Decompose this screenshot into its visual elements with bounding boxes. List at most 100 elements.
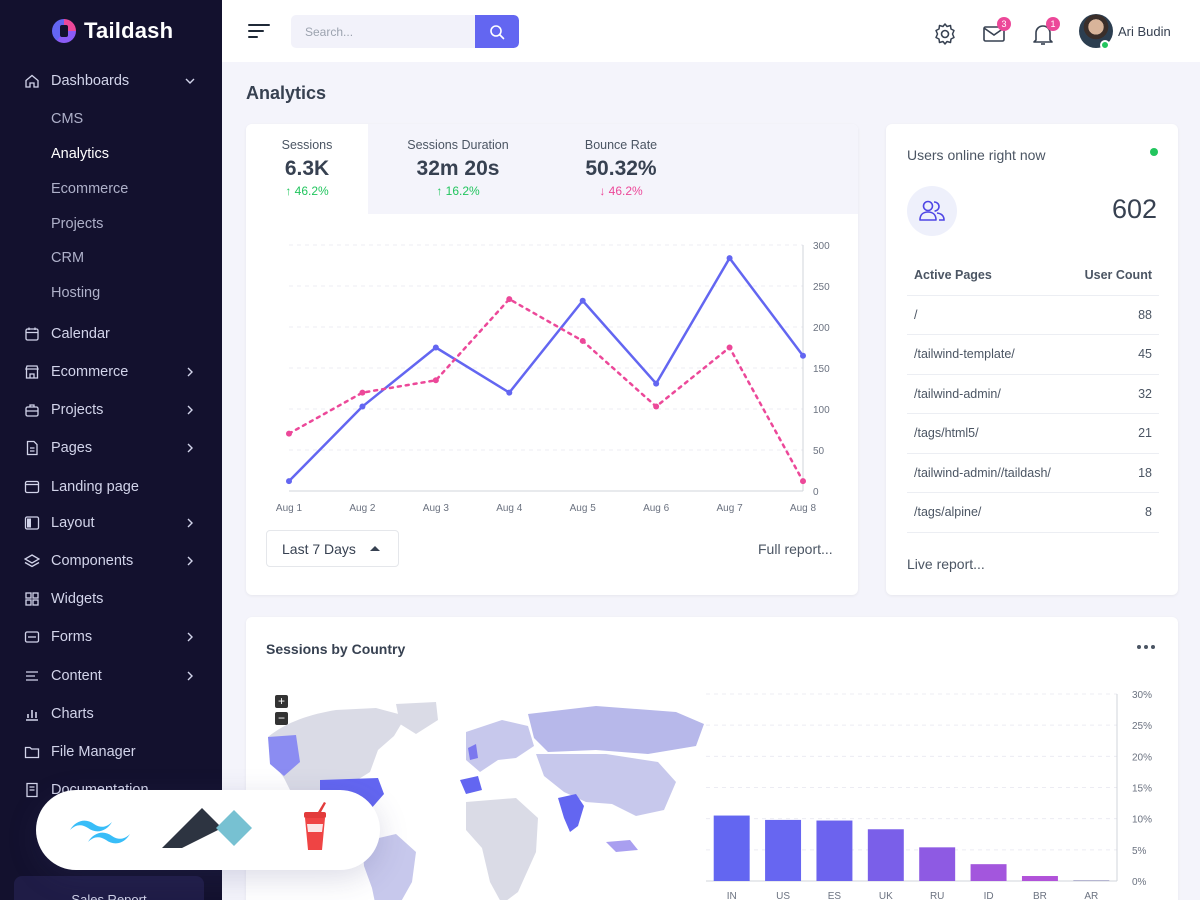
stat-label: Sessions [281, 138, 333, 152]
sidebar-item-file-manager[interactable]: File Manager [0, 737, 222, 767]
stat-value: 50.32% [585, 157, 657, 180]
sidebar-item-label: File Manager [51, 744, 136, 760]
user-name[interactable]: Ari Budin [1118, 24, 1171, 39]
x-tick-label: AR [1084, 891, 1098, 900]
brand[interactable]: Taildash [0, 0, 222, 62]
series-line-solid [288, 256, 804, 483]
map-zoom-in-button[interactable]: + [275, 695, 288, 708]
map-asia [536, 754, 676, 816]
menu-toggle-icon[interactable] [248, 22, 270, 40]
data-point [653, 380, 660, 387]
tab-bounce-rate[interactable]: Bounce Rate 50.32% ↓ 46.2% [551, 124, 691, 214]
sidebar-item-dashboards[interactable]: Dashboards [0, 66, 222, 96]
bar [919, 847, 956, 881]
notifications-button[interactable]: 1 [1030, 17, 1060, 47]
sidebar-subitem-crm[interactable]: CRM [51, 250, 85, 266]
stat-change-value: 46.2% [608, 184, 643, 198]
settings-button[interactable] [932, 21, 958, 47]
x-tick-label: Aug 1 [276, 503, 303, 514]
data-point [506, 389, 513, 396]
date-range-select[interactable]: Last 7 Days [266, 530, 399, 567]
table-row: /tailwind-admin/32 [907, 374, 1159, 414]
arrow-down-icon: ↓ [599, 184, 609, 198]
sidebar-item-label: Layout [51, 515, 95, 531]
sidebar-subitem-ecommerce[interactable]: Ecommerce [51, 181, 129, 197]
bar [765, 819, 802, 881]
x-tick-label: RU [930, 891, 944, 900]
sidebar-subitem-cms[interactable]: CMS [51, 111, 84, 127]
sidebar: Taildash Dashboards CMS Analytics Ecomme… [0, 0, 222, 900]
search-input[interactable] [291, 15, 475, 48]
sidebar-subitem-analytics[interactable]: Analytics [51, 146, 110, 162]
tailwind-logo-icon [70, 820, 130, 844]
map-zoom-out-button[interactable]: − [275, 712, 288, 725]
data-point [653, 403, 660, 410]
page-path: /tailwind-admin/ [907, 374, 1074, 414]
stat-change: ↓ 46.2% [551, 184, 691, 198]
chevron-right-icon [187, 556, 193, 566]
user-count: 21 [1073, 413, 1159, 454]
tab-sessions[interactable]: Sessions 6.3K ↑ 46.2% [246, 124, 368, 214]
sidebar-item-ecommerce[interactable]: Ecommerce [0, 357, 222, 387]
online-status-dot [1100, 40, 1110, 50]
x-tick-label: Aug 8 [790, 503, 817, 514]
sidebar-item-components[interactable]: Components [0, 546, 222, 576]
more-options-icon[interactable] [1136, 643, 1156, 651]
page-path: /tags/alpine/ [907, 492, 1074, 533]
sidebar-item-label: Components [51, 553, 134, 569]
bar [867, 829, 904, 881]
arrow-up-icon: ↑ [285, 184, 295, 198]
column-header: Active Pages [907, 256, 1074, 296]
bar [713, 815, 750, 881]
users-online-title: Users online right now [907, 147, 1046, 163]
bell-icon [1033, 25, 1053, 45]
tab-sessions-duration[interactable]: Sessions Duration 32m 20s ↑ 16.2% [388, 124, 528, 214]
messages-button[interactable]: 3 [981, 17, 1011, 47]
sidebar-item-charts[interactable]: Charts [0, 699, 222, 729]
data-point [726, 344, 733, 351]
sidebar-item-label: Charts [51, 706, 94, 722]
chevron-down-icon [185, 78, 195, 84]
map-africa [466, 798, 538, 900]
y-tick-label: 25% [1132, 721, 1152, 732]
series-line-dashed [287, 297, 805, 483]
sidebar-subitem-hosting[interactable]: Hosting [51, 285, 101, 301]
search-button[interactable] [475, 15, 519, 48]
sidebar-item-content[interactable]: Content [0, 661, 222, 691]
arrow-up-icon: ↑ [436, 184, 446, 198]
bar [970, 864, 1007, 881]
sidebar-item-pages[interactable]: Pages [0, 433, 222, 463]
data-point [506, 296, 513, 303]
sidebar-subitem-projects[interactable]: Projects [51, 216, 104, 232]
sidebar-item-projects[interactable]: Projects [0, 395, 222, 425]
tech-stack-badge [36, 790, 380, 870]
sidebar-item-widgets[interactable]: Widgets [0, 584, 222, 614]
sidebar-item-layout[interactable]: Layout [0, 508, 222, 538]
x-tick-label: Aug 3 [423, 503, 450, 514]
chevron-right-icon [187, 443, 193, 453]
table-row: /tailwind-admin//taildash/18 [907, 453, 1159, 493]
y-tick-label: 20% [1132, 752, 1152, 763]
user-count: 45 [1073, 334, 1159, 375]
full-report-link[interactable]: Full report... [758, 541, 833, 557]
sales-report-button[interactable]: Sales Report [14, 876, 204, 900]
messages-count-badge: 3 [997, 17, 1011, 31]
sidebar-item-landing-page[interactable]: Landing page [0, 472, 222, 502]
sidebar-item-forms[interactable]: Forms [0, 622, 222, 652]
map-indonesia [606, 840, 638, 852]
stat-tabs: Sessions 6.3K ↑ 46.2% Sessions Duration … [246, 124, 858, 214]
live-report-link[interactable]: Live report... [907, 556, 985, 572]
y-tick-label: 300 [813, 241, 830, 252]
date-range-value: Last 7 Days [282, 541, 356, 557]
folder-icon [24, 746, 40, 759]
users-icon-badge [907, 186, 957, 236]
bar [1021, 876, 1058, 881]
stat-value: 32m 20s [416, 157, 500, 180]
y-tick-label: 50 [813, 446, 825, 457]
page-path: / [907, 295, 1074, 335]
page-path: /tags/html5/ [907, 413, 1074, 454]
sidebar-item-calendar[interactable]: Calendar [0, 319, 222, 349]
data-point [800, 478, 806, 485]
form-icon [24, 631, 40, 643]
x-tick-label: Aug 4 [496, 503, 523, 514]
